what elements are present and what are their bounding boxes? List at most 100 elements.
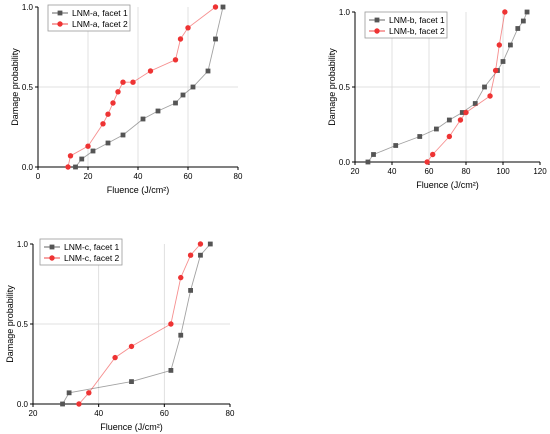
chart-lnm-a: 0 20 40 60 80 0.0 0.5 1.0 Fluence (J/cm²) Damage … — [10, 3, 243, 195]
data-point-facet-2 — [86, 390, 92, 396]
data-point-facet-1 — [371, 152, 376, 157]
y-tick-label: 0.5 — [339, 83, 351, 92]
data-point-facet-1 — [459, 110, 465, 115]
legend-marker-square — [49, 244, 55, 250]
data-point-facet-1 — [220, 4, 226, 10]
y-tick-label: 0.0 — [17, 400, 29, 409]
x-tick-label: 60 — [184, 172, 193, 181]
y-tick-label: 1.0 — [17, 240, 29, 249]
data-point-facet-2 — [502, 9, 508, 15]
x-tick-label: 60 — [425, 167, 434, 176]
legend-entry: LNM-a, facet 2 — [72, 19, 128, 29]
data-point-facet-2 — [85, 143, 91, 149]
chart-lnm-c: 20 40 60 80 0.0 0.5 1.0 Fluence (J/cm²) Damage p… — [5, 238, 235, 432]
legend-marker-circle — [57, 21, 63, 27]
data-point-facet-1 — [213, 36, 218, 42]
data-point-facet-1 — [365, 159, 371, 165]
data-point-facet-2 — [496, 42, 502, 48]
data-point-facet-1 — [190, 84, 196, 90]
data-point-facet-2 — [168, 321, 174, 327]
data-point-facet-1 — [120, 132, 126, 138]
data-point-facet-1 — [434, 126, 439, 132]
data-point-facet-2 — [76, 401, 82, 407]
data-point-facet-2 — [147, 68, 154, 74]
series-line-2 — [78, 243, 201, 405]
x-tick-label: 80 — [234, 172, 243, 181]
data-point-facet-1 — [66, 390, 72, 396]
data-point-facet-1 — [73, 164, 78, 170]
data-point-facet-2 — [446, 133, 453, 140]
legend-entry: LNM-c, facet 2 — [64, 253, 120, 263]
data-point-facet-2 — [112, 354, 118, 361]
data-point-facet-2 — [105, 111, 111, 117]
data-point-facet-2 — [67, 153, 74, 159]
legend-box — [47, 4, 131, 32]
data-point-facet-2 — [178, 274, 184, 281]
data-point-facet-1 — [140, 116, 146, 122]
data-point-facet-2 — [463, 109, 469, 116]
data-point-facet-1 — [129, 379, 134, 384]
chart-lnm-b: 20 40 60 80 100 120 0.0 0.5 1.0 Fluence (J/cm²) Da… — [327, 8, 547, 190]
data-point-facet-1 — [520, 18, 526, 24]
data-point-facet-1 — [524, 9, 530, 15]
legend-entry: LNM-b, facet 2 — [389, 26, 445, 36]
data-point-facet-1 — [446, 117, 452, 123]
y-tick-label: 1.0 — [339, 8, 351, 17]
data-point-facet-1 — [178, 332, 184, 338]
data-point-facet-1 — [472, 101, 478, 106]
data-point-facet-2 — [65, 164, 71, 170]
x-tick-label: 100 — [496, 167, 510, 176]
legend-box — [364, 11, 448, 39]
data-point-facet-2 — [128, 343, 135, 350]
data-point-facet-2 — [185, 25, 191, 31]
data-point-facet-2 — [110, 100, 116, 106]
x-tick-label: 20 — [351, 167, 360, 176]
legend-entry: LNM-b, facet 1 — [389, 15, 445, 25]
data-point-facet-2 — [457, 117, 464, 123]
data-point-facet-2 — [130, 79, 136, 85]
series-line-1 — [62, 243, 211, 405]
data-point-facet-2 — [187, 252, 194, 258]
data-point-facet-1 — [393, 143, 399, 148]
y-tick-label: 0.0 — [339, 158, 351, 167]
legend-entry: LNM-c, facet 1 — [64, 242, 120, 252]
data-point-facet-1 — [60, 401, 65, 407]
legend-marker-circle — [49, 255, 55, 261]
data-point-facet-2 — [492, 67, 499, 74]
data-point-facet-1 — [173, 100, 178, 106]
data-point-facet-1 — [205, 68, 211, 74]
x-tick-label: 80 — [462, 167, 471, 176]
data-point-facet-2 — [172, 57, 179, 63]
data-point-facet-2 — [115, 89, 121, 95]
data-point-facet-2 — [212, 4, 219, 10]
data-point-facet-1 — [155, 108, 161, 114]
x-tick-label: 120 — [533, 167, 547, 176]
data-point-facet-1 — [198, 252, 203, 258]
data-point-facet-2 — [177, 36, 184, 42]
legend-entry: LNM-a, facet 1 — [72, 8, 128, 18]
legend-marker-square — [374, 17, 380, 23]
x-tick-label: 40 — [94, 409, 103, 418]
series-line-2 — [67, 6, 216, 168]
data-point-facet-2 — [487, 93, 493, 99]
x-tick-label: 80 — [226, 409, 235, 418]
x-tick-label: 0 — [36, 172, 41, 181]
y-tick-label: 0.0 — [22, 163, 34, 172]
y-tick-label: 1.0 — [22, 3, 34, 12]
legend-marker-circle — [374, 28, 380, 34]
data-point-facet-2 — [197, 241, 204, 247]
y-axis-label: Damage probability — [10, 48, 20, 126]
x-axis-label: Fluence (J/cm²) — [100, 422, 163, 432]
x-axis-label: Fluence (J/cm²) — [107, 185, 170, 195]
data-point-facet-1 — [105, 140, 111, 146]
data-point-facet-1 — [168, 368, 174, 373]
data-point-facet-2 — [120, 79, 126, 85]
data-point-facet-1 — [188, 288, 193, 293]
data-point-facet-1 — [417, 134, 423, 139]
x-tick-label: 40 — [134, 172, 143, 181]
data-point-facet-1 — [207, 241, 213, 247]
legend-marker-square — [57, 10, 63, 16]
data-point-facet-1 — [482, 84, 487, 90]
legend-box — [39, 238, 123, 266]
